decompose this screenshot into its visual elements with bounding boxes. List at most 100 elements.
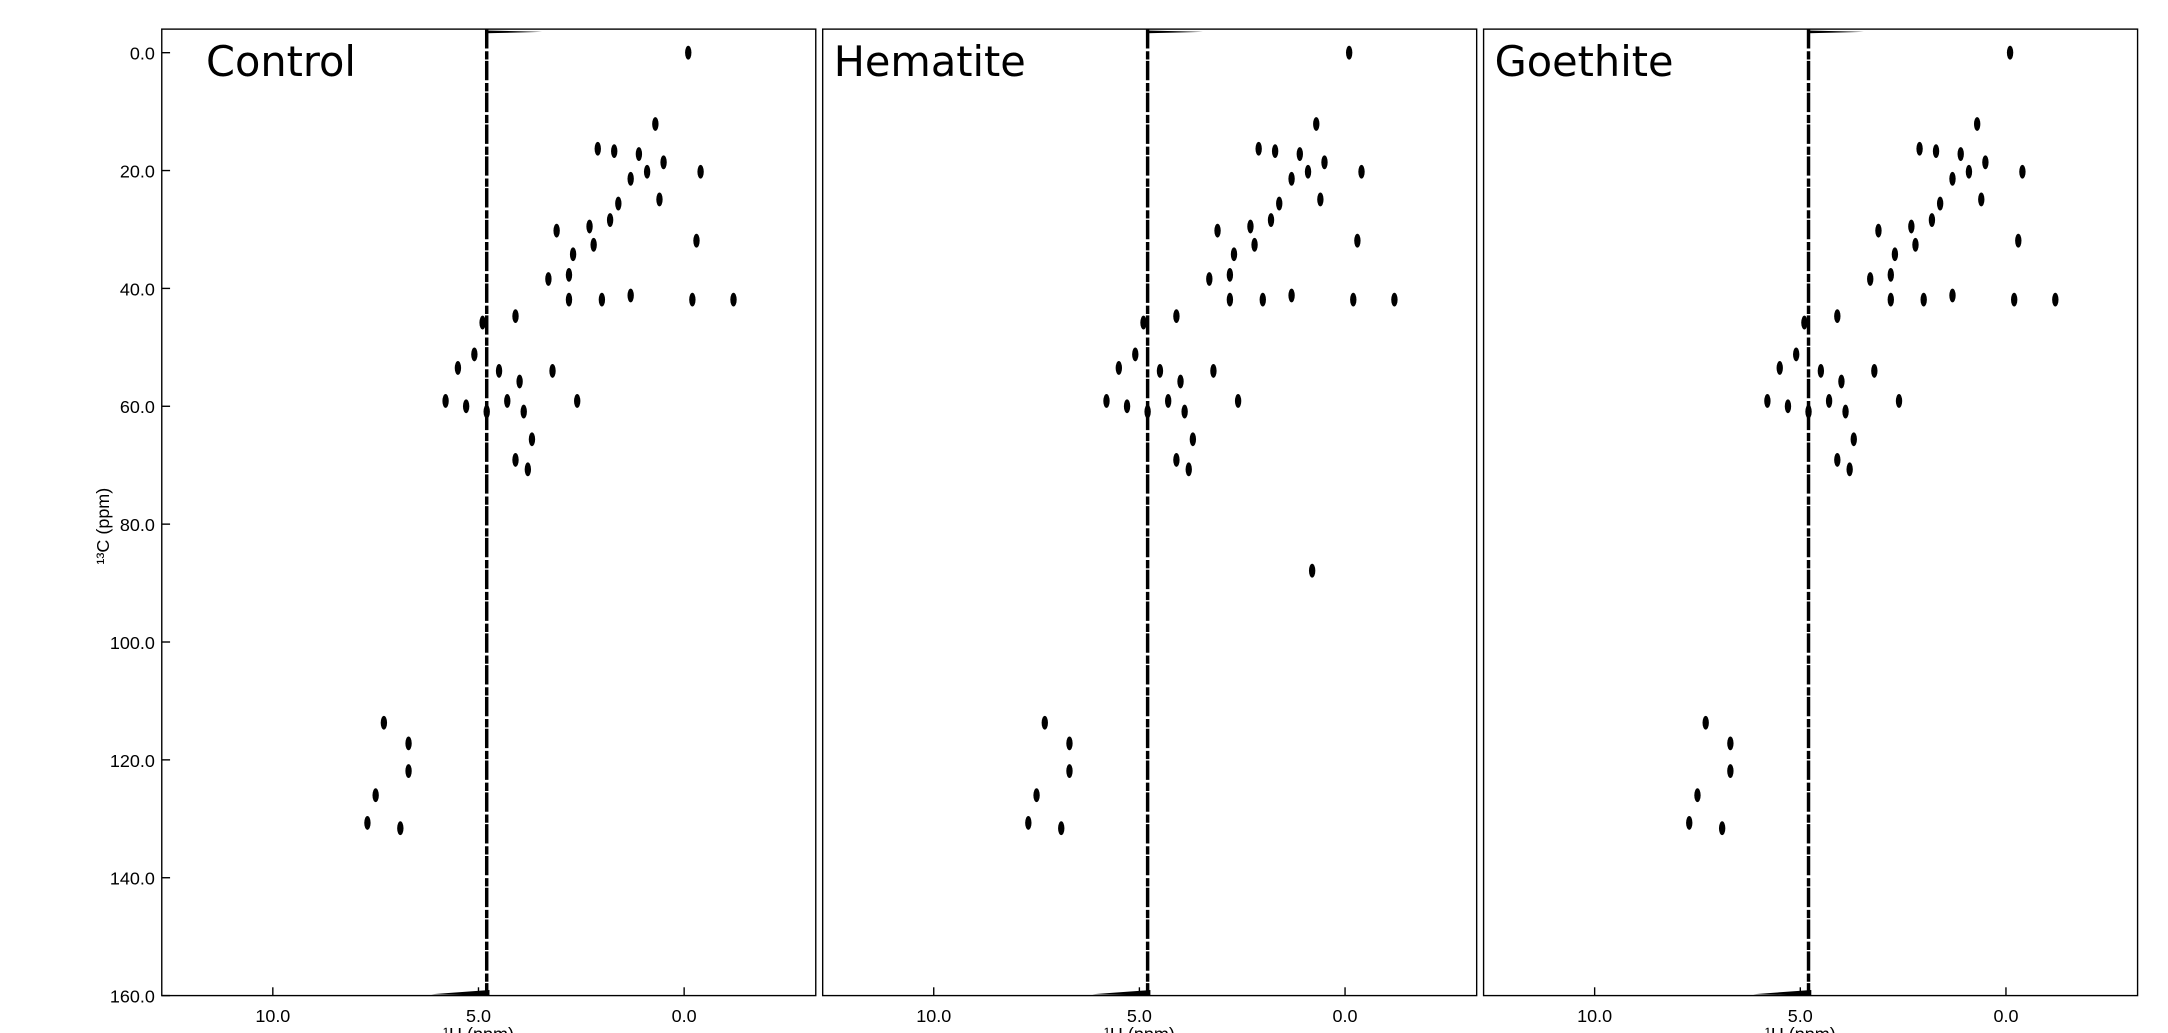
panel-title: Control bbox=[206, 38, 356, 86]
peak bbox=[1247, 219, 1254, 234]
peak bbox=[1234, 394, 1242, 408]
peak bbox=[479, 315, 486, 330]
y-tick-label: 80.0 bbox=[120, 515, 155, 535]
peak bbox=[1185, 462, 1192, 477]
peak bbox=[2019, 164, 2026, 179]
peak bbox=[1973, 117, 1981, 131]
peak bbox=[1033, 788, 1040, 803]
peak bbox=[545, 272, 552, 286]
peak bbox=[1817, 364, 1825, 378]
peak bbox=[643, 164, 651, 179]
peak bbox=[1066, 764, 1073, 778]
x-axis-label: ¹H (ppm) bbox=[443, 1024, 514, 1033]
peak bbox=[1727, 736, 1734, 751]
peak bbox=[586, 219, 593, 234]
plot-frame bbox=[161, 28, 817, 997]
peak bbox=[652, 117, 659, 131]
peak bbox=[598, 292, 606, 307]
peak bbox=[1140, 315, 1147, 330]
plot-frame bbox=[1482, 28, 2139, 997]
peak bbox=[1173, 452, 1180, 467]
peak bbox=[516, 374, 523, 389]
peak bbox=[627, 171, 634, 186]
peak bbox=[1025, 816, 1032, 830]
x-tick-label: 10.0 bbox=[1577, 1006, 1612, 1026]
peak bbox=[1041, 715, 1048, 730]
peak bbox=[1867, 272, 1874, 286]
peak bbox=[1694, 788, 1701, 803]
peak bbox=[1908, 219, 1915, 234]
peak bbox=[1358, 164, 1365, 179]
peak bbox=[405, 764, 412, 778]
y-tick-label: 160.0 bbox=[110, 987, 155, 1007]
peak bbox=[1776, 361, 1783, 375]
peak bbox=[1928, 213, 1936, 227]
peak bbox=[1226, 292, 1234, 307]
peak bbox=[1801, 315, 1808, 330]
peak bbox=[1891, 247, 1899, 262]
peak bbox=[1965, 164, 1973, 179]
peak bbox=[405, 736, 412, 751]
peak bbox=[1103, 394, 1110, 408]
peak bbox=[565, 267, 573, 282]
peak bbox=[730, 292, 737, 307]
panel: Hematite 10.0 5.0 0.0 ¹H (ppm) bbox=[821, 28, 1478, 1033]
peak bbox=[512, 309, 519, 324]
plot-frame bbox=[821, 28, 1478, 997]
x-axis-label: ¹H (ppm) bbox=[1104, 1024, 1175, 1033]
peak bbox=[574, 394, 581, 408]
y-tick-label: 20.0 bbox=[120, 161, 155, 181]
peak bbox=[1066, 736, 1073, 751]
peak bbox=[594, 141, 601, 156]
peak bbox=[627, 288, 634, 303]
peak bbox=[1210, 364, 1217, 378]
peak bbox=[1887, 267, 1894, 282]
peak bbox=[1895, 394, 1903, 408]
peak bbox=[2006, 45, 2014, 60]
peak bbox=[1949, 288, 1956, 303]
peak bbox=[1957, 147, 1964, 161]
peak bbox=[1251, 237, 1258, 252]
peak bbox=[1255, 141, 1262, 156]
peak bbox=[504, 394, 511, 408]
peak bbox=[1936, 196, 1944, 211]
peak bbox=[1173, 309, 1180, 324]
y-tick-label: 140.0 bbox=[110, 869, 155, 889]
peak bbox=[1313, 117, 1320, 131]
peak bbox=[454, 361, 462, 375]
peak bbox=[1912, 237, 1919, 252]
peak bbox=[1842, 404, 1849, 419]
peak bbox=[1206, 272, 1213, 286]
x-tick-label: 5.0 bbox=[466, 1006, 491, 1026]
peak bbox=[1354, 233, 1361, 248]
peak bbox=[2052, 292, 2059, 307]
peak bbox=[689, 292, 696, 307]
peak bbox=[615, 196, 622, 211]
peak bbox=[1276, 196, 1283, 211]
peak bbox=[1825, 394, 1833, 408]
peak bbox=[590, 237, 597, 252]
peak bbox=[606, 213, 614, 227]
peak bbox=[397, 821, 404, 836]
peak bbox=[1978, 192, 1985, 207]
x-tick-label: 5.0 bbox=[1127, 1006, 1152, 1026]
peak bbox=[528, 432, 536, 447]
y-axis-label: ¹³C (ppm) bbox=[93, 488, 113, 565]
peak bbox=[1189, 432, 1197, 447]
peak bbox=[1805, 404, 1812, 419]
peak bbox=[1932, 144, 1940, 159]
peak bbox=[611, 144, 618, 159]
peak bbox=[1838, 374, 1845, 389]
y-tick-label: 40.0 bbox=[120, 279, 155, 299]
peak bbox=[1949, 171, 1956, 186]
x-tick-label: 10.0 bbox=[916, 1006, 951, 1026]
peak bbox=[697, 164, 704, 179]
peak bbox=[1718, 821, 1726, 836]
panel: Goethite 10.0 5.0 0.0 ¹H (ppm) bbox=[1482, 28, 2139, 1033]
peak bbox=[1317, 192, 1324, 207]
panel-title: Hematite bbox=[834, 38, 1026, 86]
peak bbox=[1226, 267, 1234, 282]
peak bbox=[462, 399, 470, 414]
peak bbox=[1115, 361, 1123, 375]
